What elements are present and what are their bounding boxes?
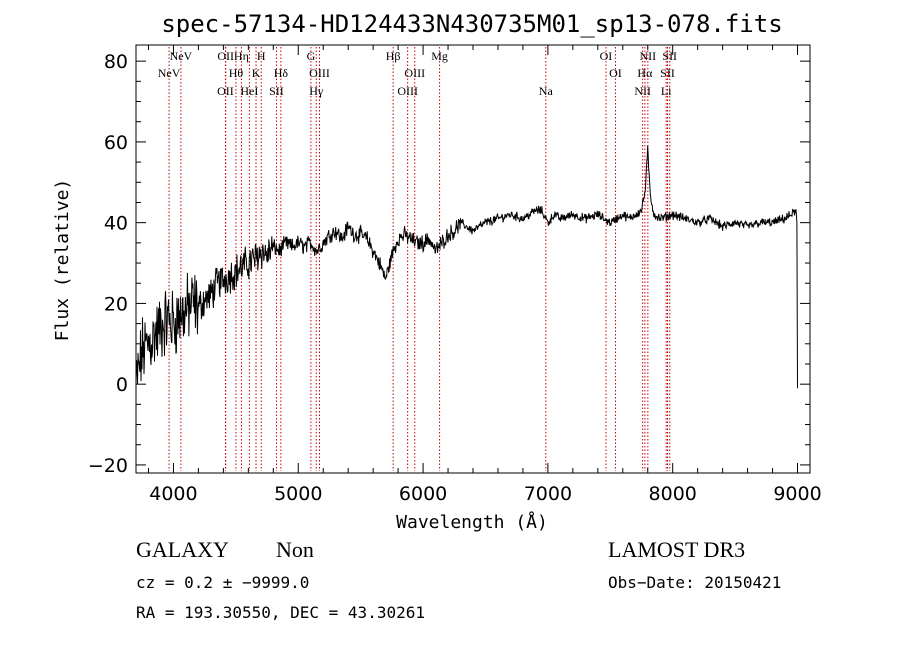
emission-line-label: NII xyxy=(640,49,657,63)
emission-line-label: OI xyxy=(600,49,613,63)
chart-title: spec-57134-HD124433N430735M01_sp13-078.f… xyxy=(161,10,782,38)
emission-line-label: NII xyxy=(634,84,651,98)
emission-line-label: K xyxy=(252,66,261,80)
y-axis-label: Flux (relative) xyxy=(52,179,73,342)
axis-ticks xyxy=(136,45,810,473)
emission-line-label: H xyxy=(257,49,266,63)
emission-line-label: Li xyxy=(661,84,672,98)
emission-line-label: SII xyxy=(269,84,284,98)
emission-line-label: OII xyxy=(217,84,234,98)
emission-line-label: Hα xyxy=(637,66,653,80)
x-tick-label: 9000 xyxy=(773,483,821,505)
emission-line-label: Hδ xyxy=(274,66,289,80)
emission-line-label: Na xyxy=(539,84,554,98)
emission-line-label: OIII xyxy=(309,66,330,80)
x-axis-label: Wavelength (Å) xyxy=(396,511,548,533)
observation-date: Obs−Date: 20150421 xyxy=(608,573,782,592)
y-tick-label: 60 xyxy=(104,132,128,154)
emission-line-label: Hη xyxy=(234,49,249,63)
emission-line-label: SII xyxy=(662,49,677,63)
emission-line-label: OII xyxy=(217,49,234,63)
y-tick-label: −20 xyxy=(88,455,128,477)
emission-line-label: Hθ xyxy=(229,66,244,80)
emission-line-label: OIII xyxy=(404,66,425,80)
emission-line-label: Hγ xyxy=(309,84,324,98)
emission-line-label: Mg xyxy=(431,49,448,63)
x-tick-label: 4000 xyxy=(149,483,197,505)
emission-line-label: SII xyxy=(660,66,675,80)
y-tick-label: 80 xyxy=(104,51,128,73)
x-tick-label: 7000 xyxy=(524,483,572,505)
emission-line-label: HeI xyxy=(240,84,258,98)
emission-line-label: OIII xyxy=(397,84,418,98)
y-tick-label: 0 xyxy=(116,374,128,396)
object-class: GALAXY xyxy=(136,537,229,562)
emission-line-label: NeV xyxy=(158,66,181,80)
emission-line-markers xyxy=(168,47,671,471)
survey-name: LAMOST DR3 xyxy=(608,537,746,562)
x-tick-label: 8000 xyxy=(649,483,697,505)
coordinates: RA = 193.30550, DEC = 43.30261 xyxy=(136,603,425,622)
object-subclass: Non xyxy=(276,537,314,562)
emission-line-label: OI xyxy=(609,66,622,80)
emission-line-label: NeV xyxy=(170,49,193,63)
emission-line-labels: NeVNeVOIIOIIHθHηHeIKHSIIHδGHγOIIIHβOIIIO… xyxy=(158,49,677,98)
emission-line-label: G xyxy=(307,49,316,63)
axis-tick-labels: 4000 5000 6000 7000 8000 9000 −20 0 20 40 60 80 xyxy=(88,51,822,505)
x-tick-label: 6000 xyxy=(399,483,447,505)
emission-line-label: Hβ xyxy=(386,49,401,63)
y-tick-label: 40 xyxy=(104,213,128,235)
spectrum-line xyxy=(135,145,798,389)
y-tick-label: 20 xyxy=(104,293,128,315)
redshift-cz: cz = 0.2 ± −9999.0 xyxy=(136,573,310,592)
x-tick-label: 5000 xyxy=(274,483,322,505)
